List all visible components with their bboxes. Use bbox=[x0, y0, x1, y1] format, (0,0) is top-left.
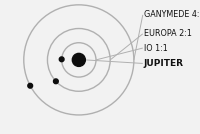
Circle shape bbox=[54, 79, 58, 84]
Circle shape bbox=[72, 53, 85, 66]
Text: IO 1:1: IO 1:1 bbox=[144, 44, 168, 53]
Text: EUROPA 2:1: EUROPA 2:1 bbox=[144, 29, 192, 38]
Text: JUPITER: JUPITER bbox=[144, 59, 184, 68]
Circle shape bbox=[59, 57, 64, 62]
Text: GANYMEDE 4:1: GANYMEDE 4:1 bbox=[144, 10, 200, 19]
Circle shape bbox=[28, 83, 33, 88]
